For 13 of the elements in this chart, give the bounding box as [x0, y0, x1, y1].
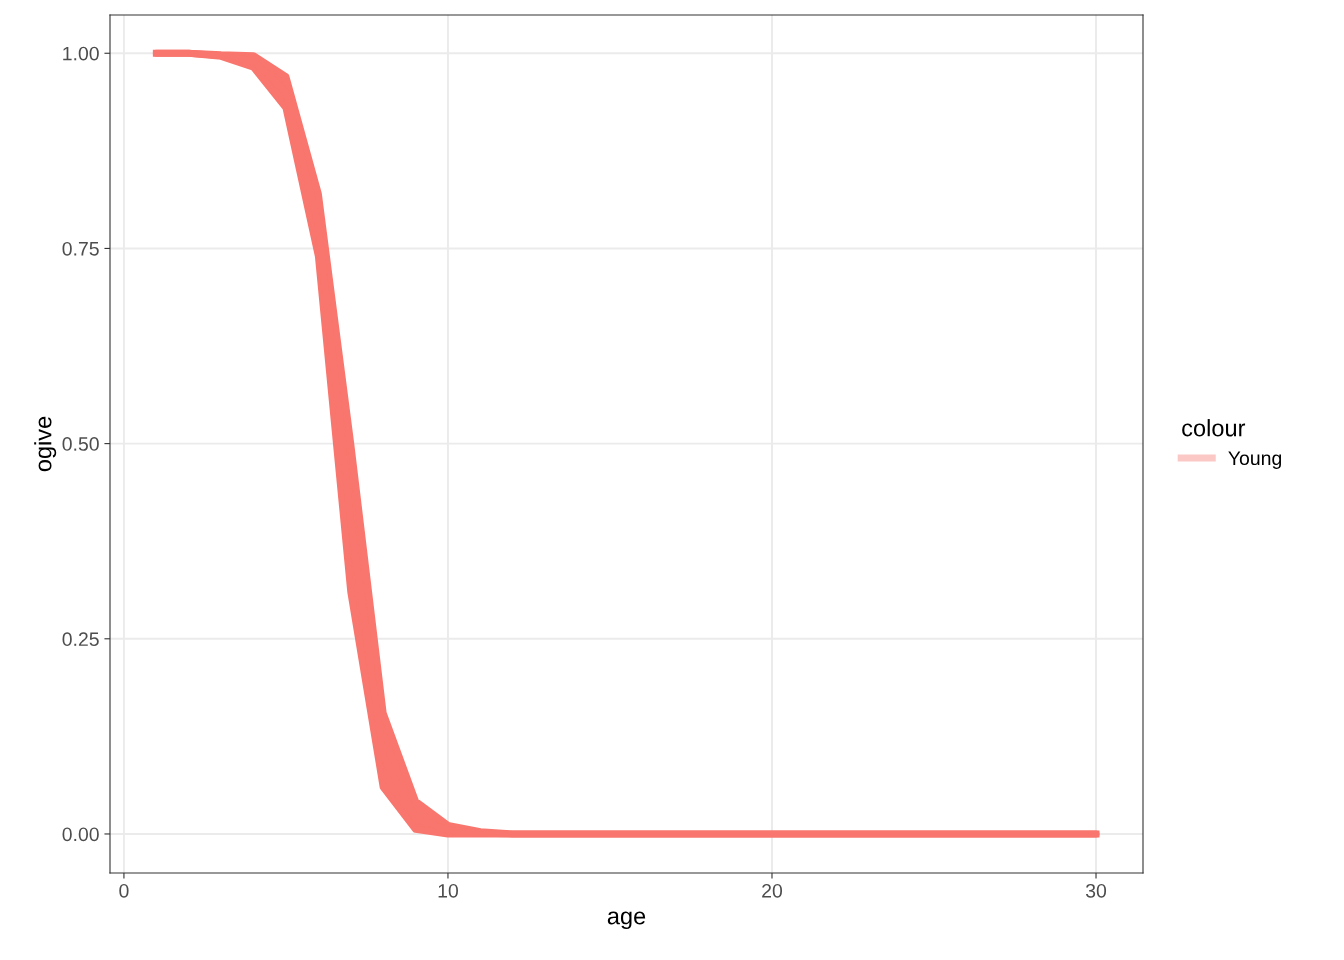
y-tick-label: 1.00 — [63, 46, 99, 61]
y-tick-label: 0.25 — [62, 632, 99, 647]
legend-label: Young — [1228, 451, 1282, 469]
y-tick-label: 0.50 — [62, 437, 99, 451]
y-tick-label: 0.00 — [62, 827, 99, 842]
x-tick-label: 0 — [119, 883, 129, 898]
y-tick-label: 0.75 — [62, 241, 99, 256]
x-tick-label: 30 — [1085, 883, 1107, 898]
legend-title: colour — [1182, 419, 1246, 437]
y-axis-title: ogive — [34, 416, 57, 472]
x-axis-title: age — [607, 911, 646, 930]
x-tick-label: 10 — [438, 883, 459, 898]
x-tick-label: 20 — [762, 883, 783, 898]
